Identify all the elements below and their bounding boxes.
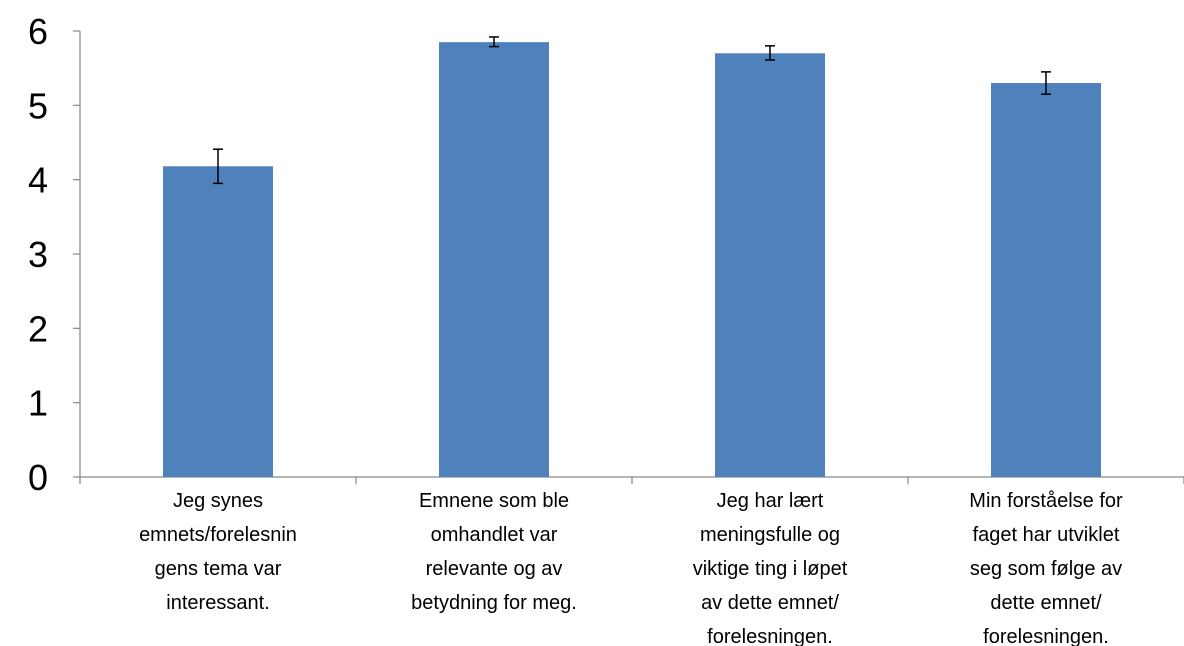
y-tick-label: 4 <box>28 160 48 201</box>
bar <box>991 83 1101 478</box>
y-tick-labels: 0 1 2 3 4 5 6 <box>28 11 48 498</box>
x-category-label: Min forståelse for faget har utviklet seg … <box>969 490 1123 646</box>
error-bar <box>1041 71 1051 95</box>
y-tick-label: 1 <box>28 383 48 424</box>
error-bar <box>765 45 775 61</box>
error-bars <box>213 36 1051 185</box>
y-tick-label: 3 <box>28 234 48 275</box>
y-tick-label: 0 <box>28 457 48 498</box>
x-category-labels: Jeg synes emnets/forelesnin gens tema var i… <box>139 490 1123 646</box>
y-tick-label: 6 <box>28 11 48 52</box>
bar <box>163 166 273 477</box>
y-tick-label: 5 <box>28 85 48 126</box>
y-tick-label: 2 <box>28 308 48 349</box>
bar <box>439 42 549 478</box>
x-category-label: Jeg har lært meningsfulle og viktige ting … <box>693 490 848 646</box>
bars <box>163 42 1101 478</box>
error-bar <box>213 148 223 185</box>
error-bar <box>489 36 499 48</box>
bar <box>715 53 825 478</box>
x-category-label: Emnene som ble omhandlet var relevante og … <box>411 490 577 614</box>
x-category-label: Jeg synes emnets/forelesnin gens tema var i… <box>139 490 297 614</box>
